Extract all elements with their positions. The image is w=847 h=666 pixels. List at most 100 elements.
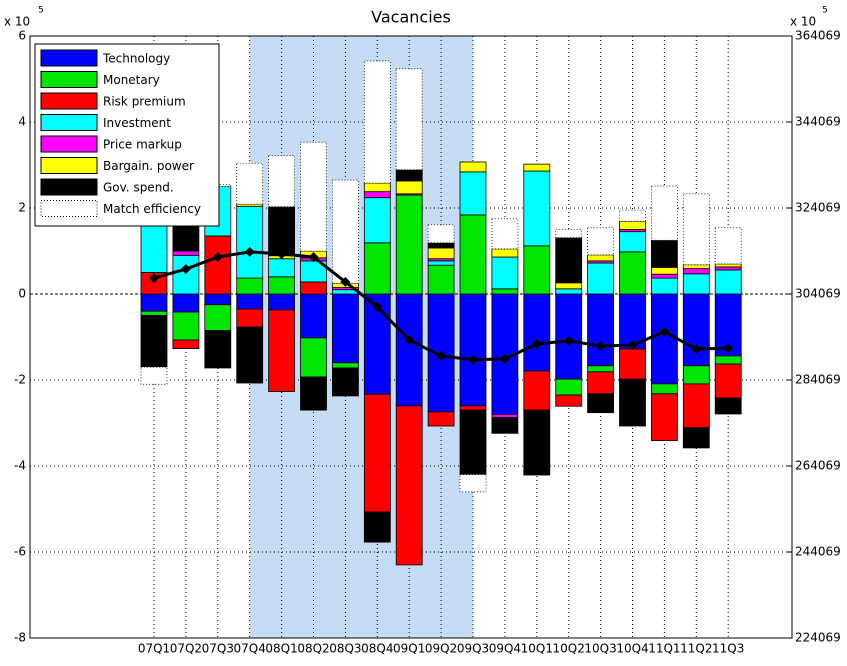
bar-segment [427, 242, 455, 249]
bar-segment [395, 405, 423, 566]
legend-label: Gov. spend. [103, 181, 174, 195]
bar-segment [427, 264, 455, 295]
bar-segment [172, 311, 200, 341]
bar-segment [714, 397, 742, 415]
bar-segment [523, 163, 551, 172]
bar-segment [363, 191, 391, 199]
bar-segment [651, 293, 678, 385]
bar-segment [363, 182, 391, 193]
bar-segment [268, 293, 296, 311]
y-tick-label: -2 [14, 373, 26, 387]
bar-segment [363, 242, 391, 295]
bar-segment [619, 251, 646, 295]
bar-segment [491, 248, 519, 258]
bar-segment [268, 309, 296, 393]
bar-segment [395, 194, 423, 295]
bar-segment [651, 393, 678, 442]
line-marker [595, 341, 606, 352]
bar-segment [236, 205, 264, 279]
legend-label: Price markup [103, 138, 182, 152]
bar-segment [395, 169, 423, 182]
bar-segment [682, 383, 710, 429]
bar-segment [555, 229, 583, 239]
bar-segment [300, 141, 327, 252]
bar-segment [236, 326, 264, 384]
y2-scale-exponent: 5 [822, 6, 828, 16]
x-tick-label: 09Q3 [457, 642, 489, 656]
x-tick-label: 07Q2 [170, 642, 202, 656]
bar-segment [619, 378, 646, 427]
bar-segment [331, 367, 359, 397]
y2-tick-label: 284069 [795, 373, 841, 387]
legend-swatch [40, 92, 98, 110]
y2-tick-label: 344069 [795, 115, 841, 129]
bar-segment [587, 365, 614, 373]
bar-segment [331, 293, 359, 364]
bar-segment [268, 258, 296, 278]
bar-segment [491, 417, 519, 434]
line-marker [372, 301, 383, 312]
bar-segment [204, 293, 232, 306]
bar-segment [395, 68, 423, 171]
bar-segment [682, 427, 710, 449]
y-scale-base: x 10 [4, 15, 30, 29]
legend-label: Match efficiency [103, 202, 201, 216]
x-tick-label: 09Q1 [393, 642, 425, 656]
legend-swatch [40, 49, 98, 67]
bar-segment [363, 393, 391, 513]
bar-segment [300, 293, 327, 339]
legend-label: Technology [102, 52, 170, 66]
bar-segment [523, 370, 551, 411]
bar-segment [459, 474, 487, 493]
line-marker [563, 335, 574, 346]
x-tick-label: 10Q1 [521, 642, 553, 656]
legend: Technology Monetary Risk premium Investment… [34, 43, 220, 227]
x-tick-label: 07Q4 [234, 642, 266, 656]
y-tick-label: -6 [14, 545, 26, 559]
line-marker [627, 340, 638, 351]
bar-segment [395, 180, 423, 195]
legend-label: Risk premium [103, 95, 186, 109]
bar-segment [172, 254, 200, 295]
bar-segment [172, 250, 200, 256]
bar-segment [140, 366, 168, 385]
bar-segment [204, 304, 232, 331]
x-tick-label: 10Q2 [553, 642, 585, 656]
line-marker [308, 252, 319, 263]
legend-swatch [40, 71, 98, 88]
line-marker [404, 335, 415, 346]
legend-label: Bargain. power [103, 159, 194, 173]
x-tick-label: 07Q1 [138, 642, 170, 656]
bar-segment [459, 293, 487, 407]
y2-tick-label: 224069 [795, 631, 841, 645]
bar-segment [491, 256, 519, 290]
bar-segment [459, 214, 487, 295]
bar-segment [459, 409, 487, 476]
bar-segment [268, 206, 296, 257]
bar-segment [140, 315, 168, 368]
bar-segment [714, 266, 742, 271]
bar-segment [555, 237, 583, 284]
line-marker [436, 350, 447, 361]
bar-segment [682, 273, 710, 295]
bar-segment [268, 276, 296, 295]
bar-segment [555, 288, 583, 295]
bar-segment [651, 273, 678, 279]
x-tick-label: 08Q3 [329, 642, 361, 656]
bar-segment [395, 293, 423, 407]
bar-segment [140, 293, 168, 312]
x-tick-label: 11Q1 [648, 642, 680, 656]
bar-segment [651, 239, 678, 268]
bar-segment [459, 161, 487, 173]
bar-segment [651, 185, 678, 241]
bar-segment [363, 60, 391, 184]
bar-segment [204, 235, 232, 295]
line-marker [149, 273, 159, 284]
y2-tick-label: 304069 [795, 287, 841, 301]
bar-segment [427, 411, 455, 427]
legend-swatch [40, 114, 98, 131]
y-tick-label: -4 [14, 459, 26, 473]
bar-segment [619, 209, 646, 222]
bar-segment [491, 288, 519, 295]
line-marker [340, 276, 351, 287]
